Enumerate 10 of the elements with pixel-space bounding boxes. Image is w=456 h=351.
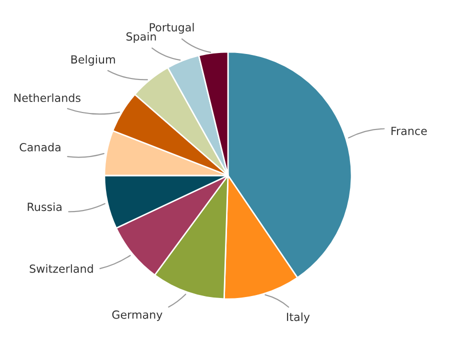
- slice-label: Canada: [20, 142, 60, 152]
- slice-label: Germany: [112, 310, 162, 321]
- slice-label: Belgium: [71, 55, 115, 66]
- slice-label: France: [392, 126, 427, 136]
- slice-label: Switzerland: [30, 264, 93, 273]
- slice-label: Netherlands: [14, 93, 80, 102]
- slice-label: Portugal: [150, 22, 194, 34]
- slice-label: Italy: [287, 312, 310, 324]
- slice-label: Russia: [28, 202, 62, 212]
- slice-label: Spain: [126, 32, 156, 43]
